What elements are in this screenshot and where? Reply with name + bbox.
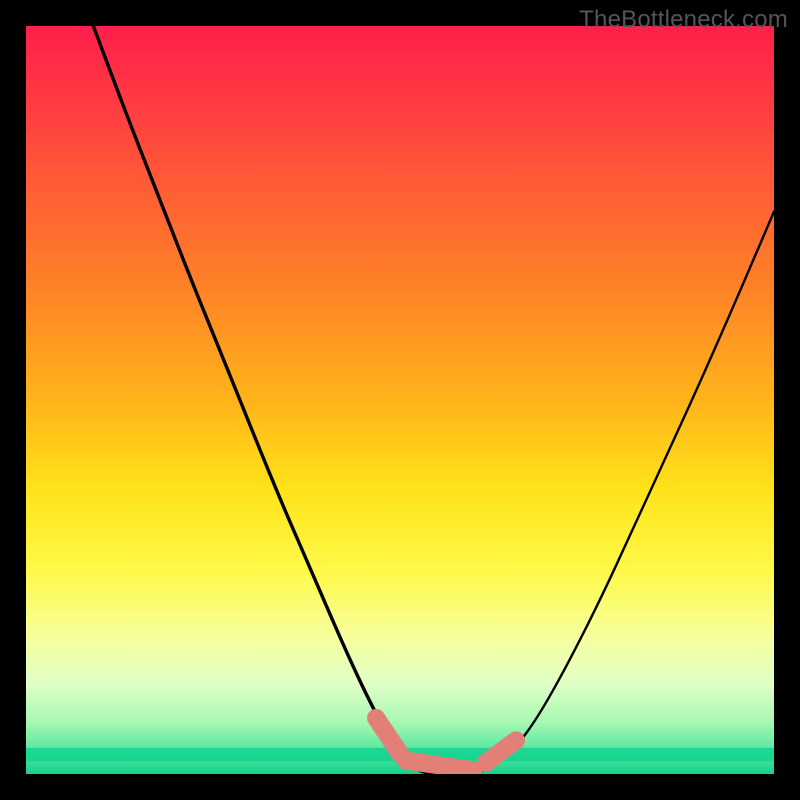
chart-frame: TheBottleneck.com xyxy=(0,0,800,800)
gradient-background xyxy=(26,26,774,774)
sausage-marker-1 xyxy=(406,761,473,771)
plot-area xyxy=(26,26,774,774)
plot-svg xyxy=(26,26,774,774)
